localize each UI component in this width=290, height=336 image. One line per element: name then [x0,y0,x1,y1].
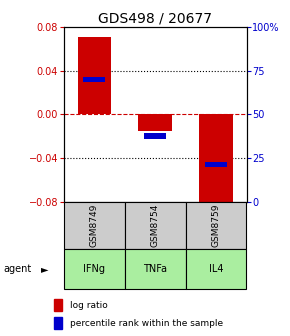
Bar [144,133,166,139]
Bar [199,114,233,207]
Bar [64,202,125,249]
Bar [125,249,186,289]
Bar [186,202,246,249]
Bar [205,162,227,167]
Bar [77,37,111,114]
Text: agent: agent [3,264,31,274]
Text: GSM8754: GSM8754 [151,203,160,247]
Bar [138,114,172,131]
Bar [64,249,125,289]
Bar [186,249,246,289]
Text: IFNg: IFNg [83,264,105,274]
Bar [83,77,105,82]
Bar [54,299,62,311]
Text: percentile rank within the sample: percentile rank within the sample [70,319,224,328]
Text: GSM8749: GSM8749 [90,203,99,247]
Text: log ratio: log ratio [70,301,108,310]
Text: GSM8759: GSM8759 [211,203,221,247]
Bar [54,317,62,329]
Text: IL4: IL4 [209,264,223,274]
Bar [125,202,186,249]
Text: TNFa: TNFa [143,264,167,274]
Title: GDS498 / 20677: GDS498 / 20677 [98,12,212,26]
Text: ►: ► [41,264,49,274]
